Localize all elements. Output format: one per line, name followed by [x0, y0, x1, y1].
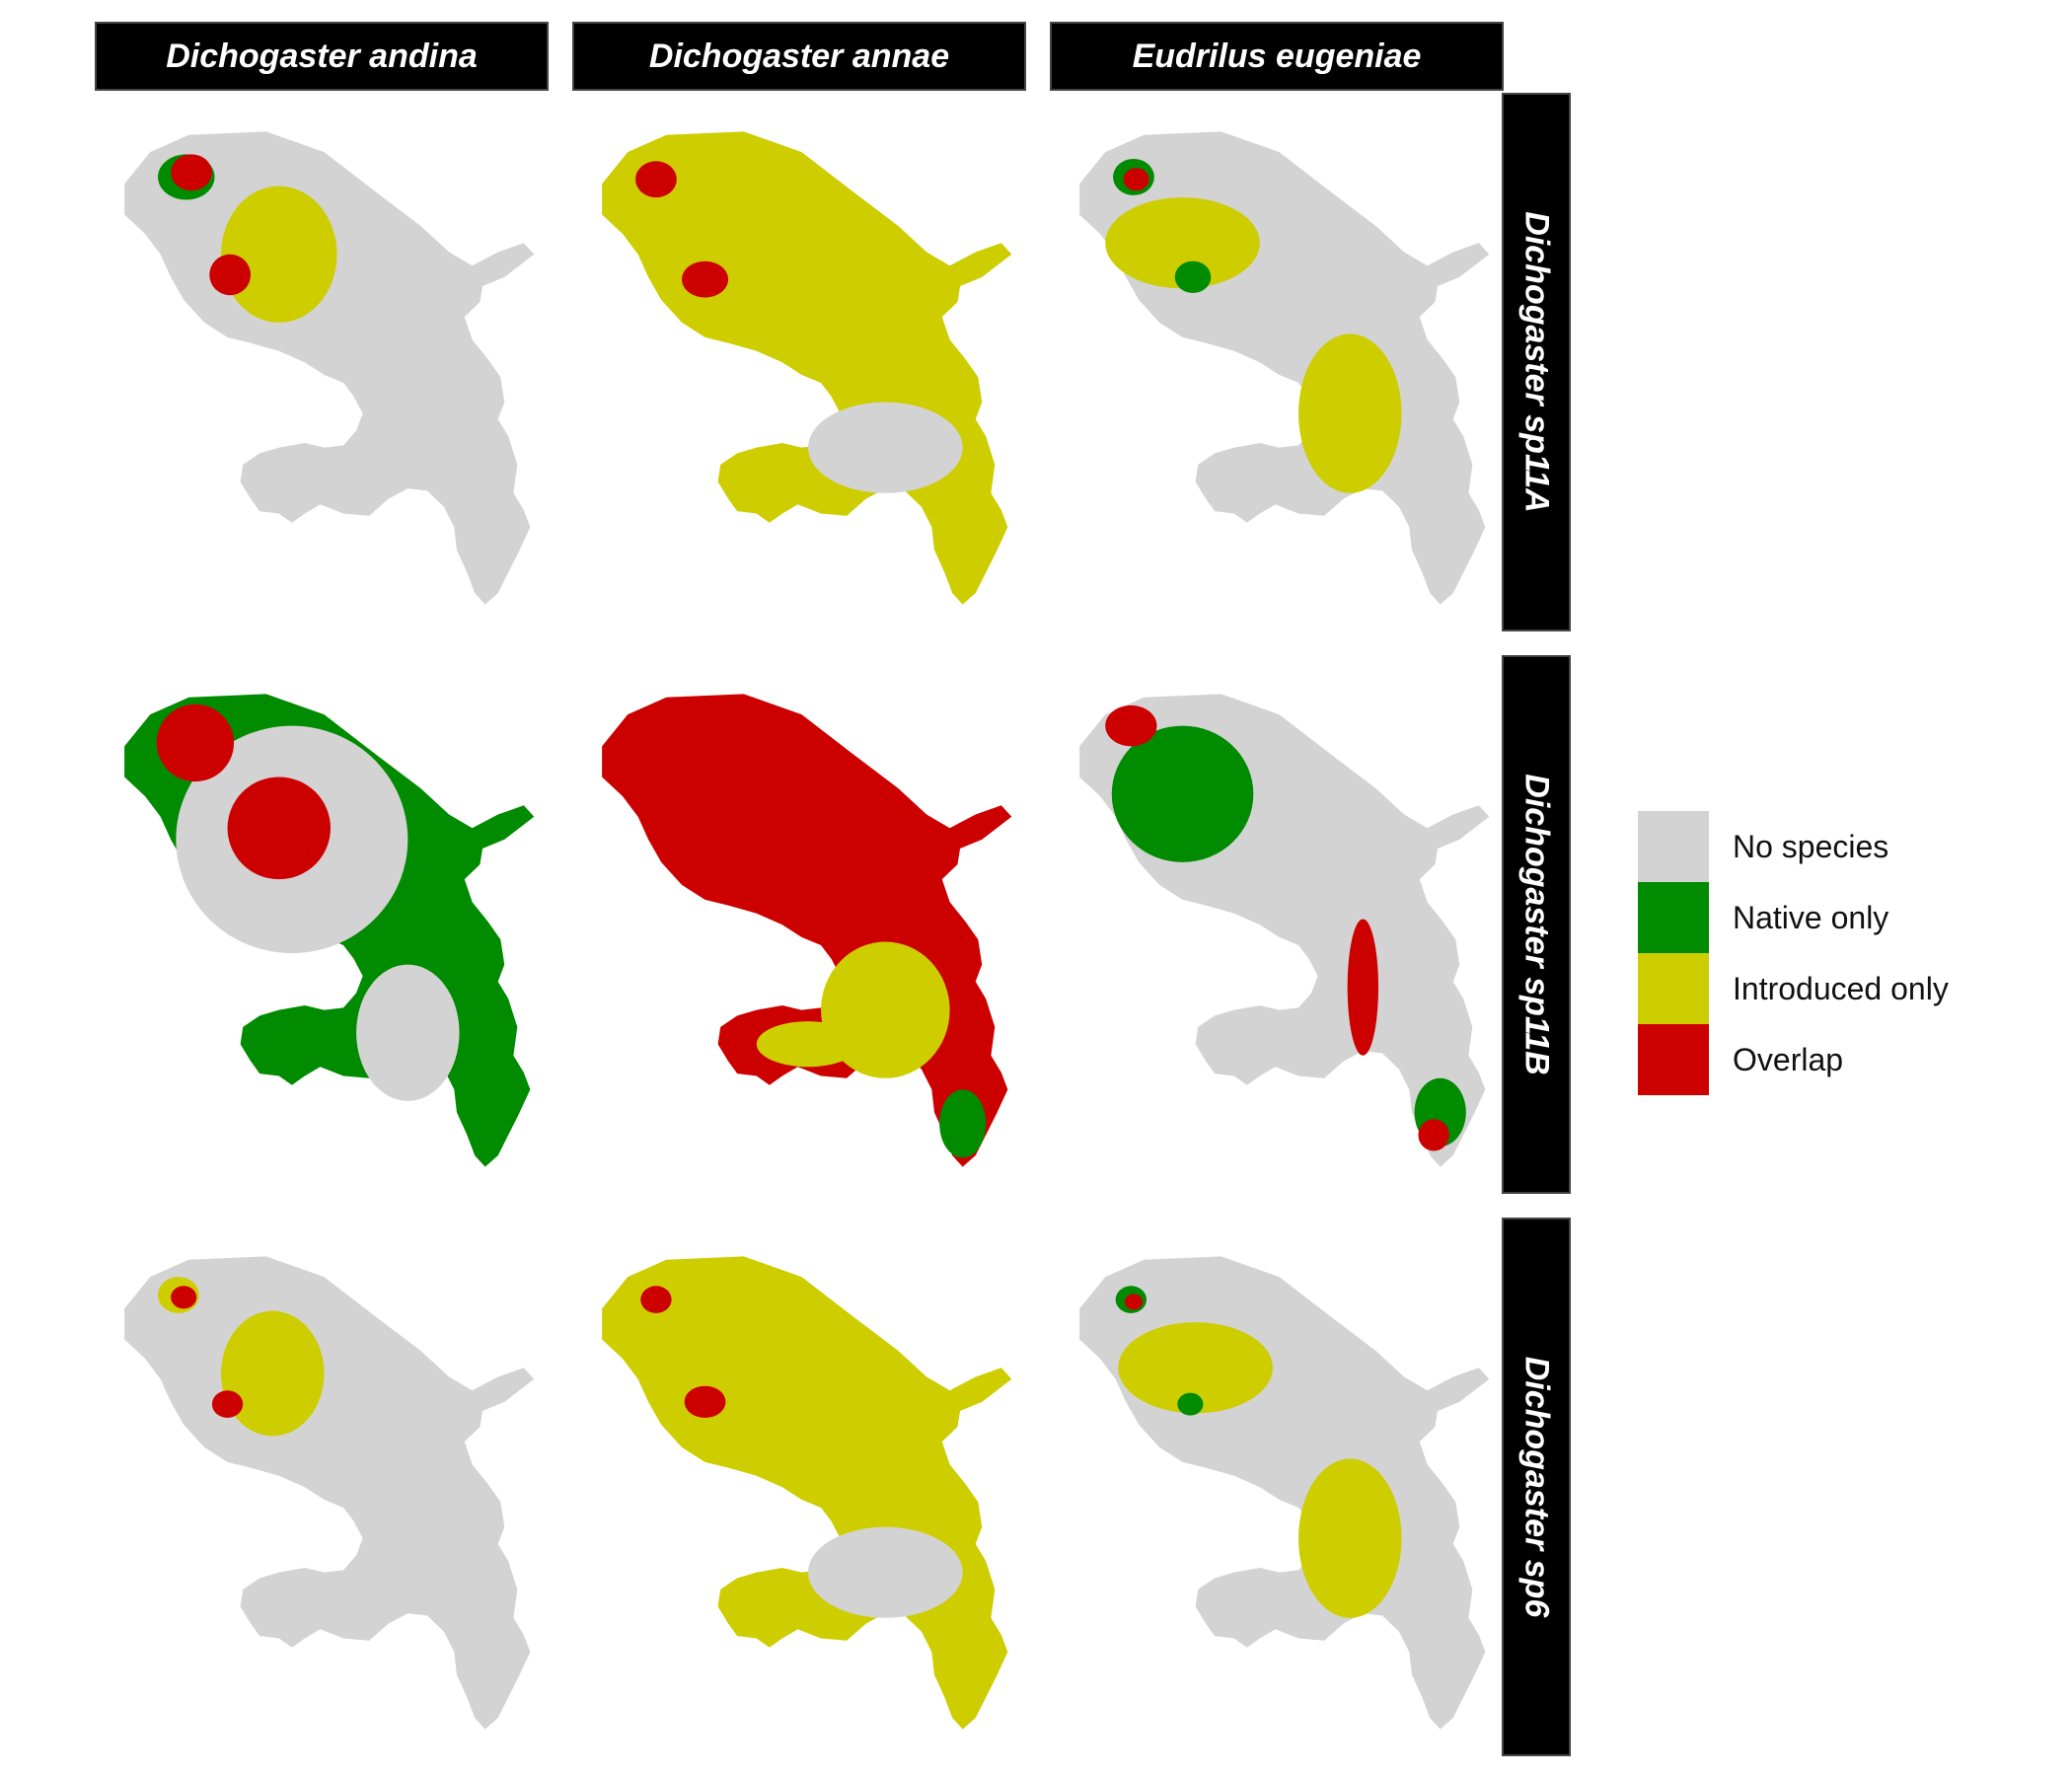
- range-patch: [635, 161, 677, 198]
- map-panel: [576, 107, 1040, 629]
- range-patch: [1177, 1392, 1204, 1416]
- range-patch: [1123, 168, 1149, 191]
- island-map-svg: [1079, 131, 1490, 605]
- column-header-label: Eudrilus eugeniae: [1132, 37, 1422, 75]
- range-patch: [221, 1310, 325, 1437]
- island-map-svg: [124, 1256, 535, 1730]
- range-patch: [682, 260, 729, 298]
- range-patch: [1174, 260, 1212, 293]
- row-header-2: Dichogaster sp11B: [1502, 655, 1571, 1194]
- row-header-3: Dichogaster sp6: [1502, 1218, 1571, 1756]
- island-map-svg: [1079, 694, 1490, 1167]
- row-header-label: Dichogaster sp11B: [1517, 774, 1556, 1075]
- column-header-label: Dichogaster andina: [166, 37, 478, 75]
- column-header-1: Dichogaster andina: [95, 22, 549, 91]
- legend-swatch: [1638, 953, 1709, 1024]
- island-map-svg: [602, 131, 1012, 605]
- map-panel: [576, 669, 1040, 1192]
- range-patch: [1118, 1322, 1273, 1414]
- map-panel: [99, 107, 562, 629]
- range-patch: [1418, 1119, 1449, 1151]
- range-patch: [209, 254, 252, 296]
- range-patch: [640, 1286, 672, 1313]
- row-header-1: Dichogaster sp11A: [1502, 93, 1571, 631]
- island-shape: [124, 131, 535, 605]
- row-header-label: Dichogaster sp6: [1517, 1356, 1556, 1618]
- range-patch: [211, 1390, 244, 1418]
- legend-label: Native only: [1733, 900, 1889, 935]
- range-patch: [808, 402, 963, 493]
- range-patch: [1111, 725, 1254, 862]
- map-panel: [576, 1231, 1040, 1754]
- range-patch: [756, 1021, 860, 1068]
- range-patch: [1298, 333, 1402, 493]
- range-patch: [1124, 1294, 1144, 1310]
- range-patch: [1105, 197, 1260, 289]
- range-patch: [1347, 919, 1378, 1056]
- range-patch: [156, 703, 235, 782]
- legend-swatch: [1638, 1024, 1709, 1095]
- island-shape: [602, 1256, 1012, 1730]
- range-patch: [1105, 704, 1157, 747]
- island-map-svg: [124, 694, 535, 1167]
- range-patch: [171, 1286, 197, 1309]
- range-patch: [1298, 1458, 1402, 1618]
- range-patch: [227, 777, 331, 880]
- map-panel: [1054, 107, 1517, 629]
- legend-label: Introduced only: [1733, 971, 1949, 1006]
- island-shape: [124, 1256, 535, 1730]
- range-patch: [939, 1089, 987, 1158]
- island-map-svg: [1079, 1256, 1490, 1730]
- island-shape: [1079, 1256, 1490, 1730]
- column-header-label: Dichogaster annae: [648, 37, 950, 75]
- range-patch: [684, 1385, 726, 1418]
- range-patch: [356, 964, 460, 1101]
- range-patch: [171, 154, 212, 191]
- legend-label: No species: [1733, 829, 1889, 864]
- range-patch: [221, 185, 337, 323]
- range-patch: [808, 1526, 963, 1618]
- map-panel: [99, 669, 562, 1192]
- map-panel: [1054, 669, 1517, 1192]
- island-map-svg: [602, 1256, 1012, 1730]
- island-map-svg: [602, 694, 1012, 1167]
- column-header-2: Dichogaster annae: [572, 22, 1026, 91]
- row-header-label: Dichogaster sp11A: [1517, 211, 1556, 513]
- map-panel: [1054, 1231, 1517, 1754]
- map-panel: [99, 1231, 562, 1754]
- island-shape: [602, 131, 1012, 605]
- island-shape: [1079, 131, 1490, 605]
- legend-label: Overlap: [1733, 1042, 1844, 1077]
- legend-swatch: [1638, 811, 1709, 882]
- legend-swatch: [1638, 882, 1709, 953]
- column-header-3: Eudrilus eugeniae: [1050, 22, 1504, 91]
- island-map-svg: [124, 131, 535, 605]
